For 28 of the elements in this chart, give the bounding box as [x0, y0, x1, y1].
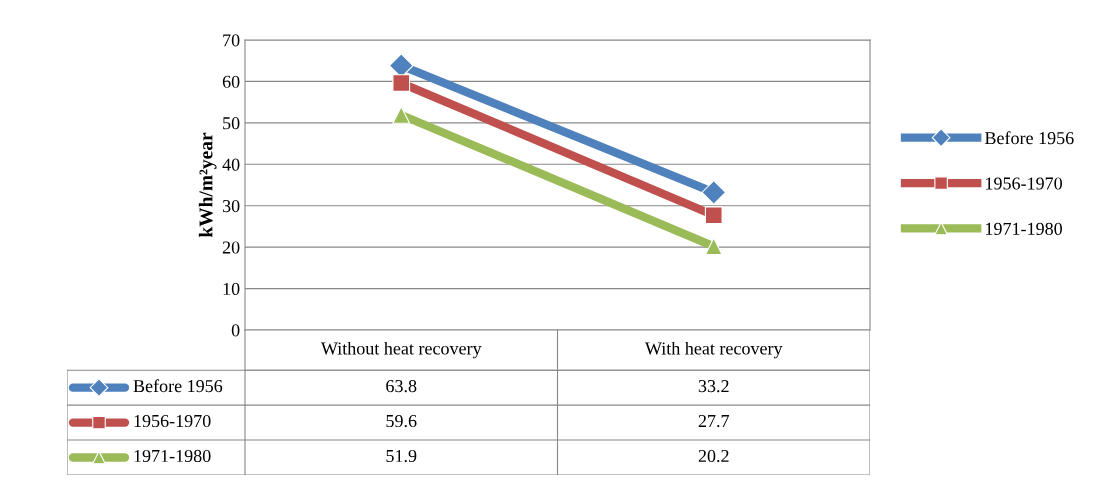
data-label: 27.7 [698, 414, 730, 428]
y-axis-title: kWh/m²year [198, 132, 217, 238]
legend-label: 1956-1970 [986, 177, 1062, 190]
text: Before 1956 [984, 131, 1074, 145]
data-label: 20.2 [698, 449, 729, 463]
point [704, 206, 723, 225]
x-tick-label: Without heat recovery [320, 341, 482, 359]
y-tick-label: 70 [223, 34, 240, 47]
y-tick-label: 0 [231, 324, 240, 337]
data-label: 63.8 [386, 379, 417, 393]
point [704, 237, 723, 256]
y-tick-label: 10 [223, 282, 240, 296]
text: 1956-1970 [134, 414, 211, 428]
y-tick-label: 40 [222, 158, 240, 171]
data-label: 51.9 [386, 449, 417, 463]
point [392, 74, 411, 92]
y-tick-label: 30 [222, 199, 240, 213]
y-tick-label: 20 [222, 241, 240, 254]
data-label: 59.6 [386, 414, 417, 428]
y-tick-label: 60 [222, 75, 240, 88]
legend-label: Before 1956 [133, 379, 223, 393]
text: 1971-1980 [134, 449, 211, 463]
data-label: 33.2 [698, 380, 729, 393]
x-tick-label: With heat recovery [644, 341, 783, 359]
point [392, 106, 411, 124]
legend-label: 1971-1980 [986, 222, 1062, 235]
point [701, 180, 727, 205]
y-tick-label: 50 [223, 117, 240, 130]
